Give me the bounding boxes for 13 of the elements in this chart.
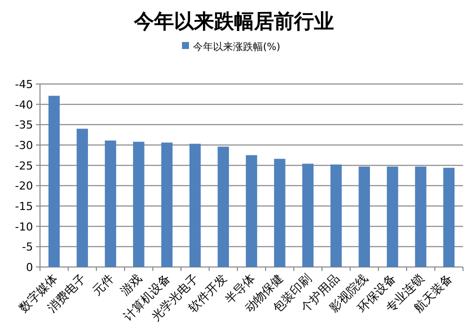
- y-tick-label: -30: [15, 139, 33, 152]
- y-tick-label: -35: [15, 118, 33, 132]
- y-tick-label: -10: [15, 220, 33, 234]
- y-tick-label: -45: [15, 78, 33, 91]
- y-tick-label: -25: [15, 159, 33, 172]
- y-tick-label: -15: [15, 200, 33, 213]
- y-tick-label: 0: [26, 261, 33, 274]
- chart-title: 今年以来跌幅居前行业: [133, 9, 334, 33]
- y-tick-label: -5: [22, 240, 33, 254]
- y-tick-label: -40: [15, 98, 33, 112]
- legend-label: 今年以来涨跌幅(%): [193, 41, 280, 53]
- x-tick-label: 元件: [90, 271, 117, 298]
- y-tick-label: -20: [15, 180, 33, 193]
